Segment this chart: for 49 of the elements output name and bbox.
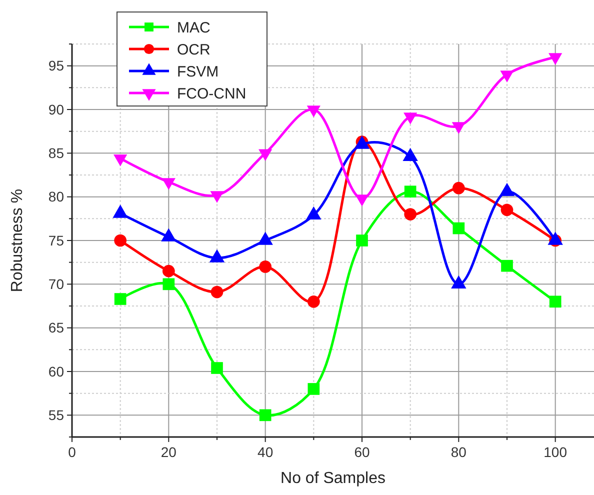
point — [501, 260, 513, 272]
y-tick-label: 65 — [48, 320, 64, 336]
point — [162, 264, 175, 278]
point — [452, 222, 465, 234]
point — [308, 383, 320, 395]
point — [162, 278, 175, 290]
x-tick-label: 40 — [258, 444, 274, 460]
point — [404, 208, 417, 220]
y-tick-label: 75 — [48, 232, 64, 248]
point — [259, 260, 272, 273]
y-tick-label: 55 — [48, 407, 64, 424]
y-tick-label: 90 — [48, 101, 64, 118]
point — [452, 122, 466, 134]
y-tick-label: 70 — [48, 276, 64, 292]
point — [258, 149, 272, 162]
y-axis-title: Robustness % — [9, 188, 26, 292]
point — [355, 194, 369, 206]
point — [452, 182, 465, 194]
legend-label: FCO-CNN — [177, 85, 246, 102]
point — [356, 234, 368, 246]
point — [114, 154, 128, 166]
x-tick-label: 100 — [544, 444, 568, 460]
point — [210, 286, 224, 298]
legend-label: MAC — [177, 19, 210, 36]
point — [549, 296, 562, 308]
point — [500, 70, 514, 82]
y-tick-label: 95 — [48, 58, 64, 74]
y-tick-label: 60 — [48, 363, 64, 380]
point — [306, 106, 320, 118]
point — [548, 53, 562, 65]
y-tick-label: 80 — [48, 188, 64, 205]
x-tick-label: 0 — [68, 444, 76, 460]
point — [404, 186, 416, 198]
point — [259, 409, 272, 422]
x-axis-title: No of Samples — [280, 470, 386, 487]
point — [114, 293, 126, 305]
point — [114, 234, 127, 247]
point — [307, 295, 320, 308]
y-tick-label: 85 — [48, 145, 64, 162]
point — [210, 191, 224, 203]
legend-label: OCR — [177, 41, 210, 58]
point — [404, 112, 418, 124]
x-tick-label: 60 — [354, 444, 370, 460]
point — [162, 178, 176, 190]
point — [211, 362, 223, 374]
legend-label: FSVM — [177, 63, 219, 80]
x-tick-label: 20 — [160, 444, 177, 460]
point — [500, 204, 514, 216]
x-tick-label: 80 — [450, 444, 467, 460]
